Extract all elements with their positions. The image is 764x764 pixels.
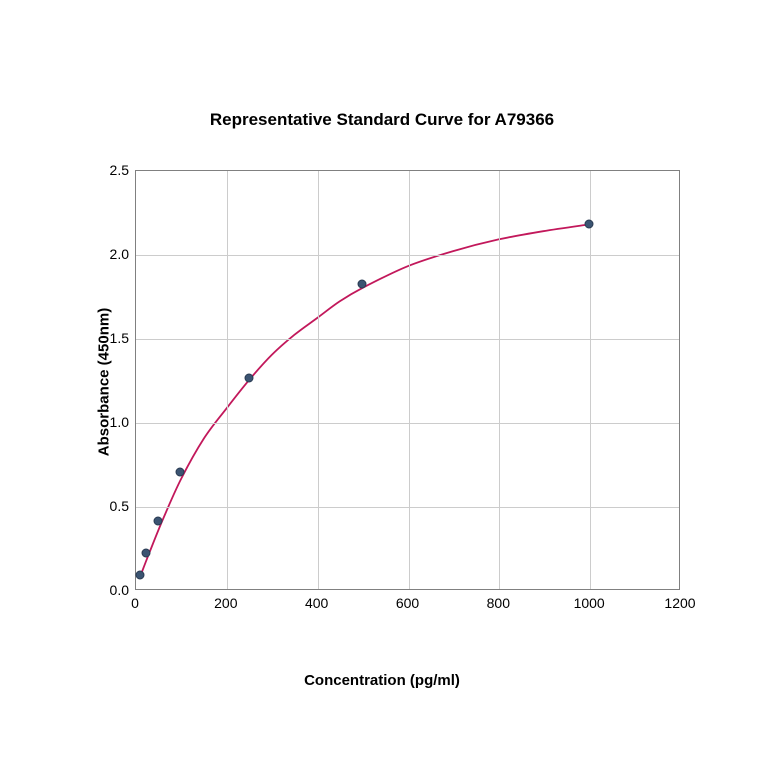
grid-line-horizontal (136, 255, 679, 256)
plot-area (135, 170, 680, 590)
x-tick-label: 600 (396, 595, 419, 611)
x-tick-label: 1000 (574, 595, 605, 611)
x-tick-label: 1200 (664, 595, 695, 611)
data-point (358, 280, 367, 289)
x-tick-label: 800 (487, 595, 510, 611)
grid-line-vertical (409, 171, 410, 589)
y-tick-label: 2.5 (110, 162, 129, 178)
chart-title: Representative Standard Curve for A79366 (0, 110, 764, 130)
data-point (585, 219, 594, 228)
grid-line-horizontal (136, 507, 679, 508)
y-tick-label: 0.5 (110, 498, 129, 514)
grid-line-vertical (318, 171, 319, 589)
data-point (136, 570, 145, 579)
grid-line-vertical (499, 171, 500, 589)
fit-curve (141, 225, 589, 576)
data-point (153, 517, 162, 526)
x-tick-label: 200 (214, 595, 237, 611)
y-tick-label: 1.0 (110, 414, 129, 430)
x-axis-label: Concentration (pg/ml) (0, 672, 764, 689)
grid-line-vertical (590, 171, 591, 589)
data-point (142, 549, 151, 558)
x-tick-label: 400 (305, 595, 328, 611)
x-tick-label: 0 (131, 595, 139, 611)
y-tick-label: 0.0 (110, 582, 129, 598)
grid-line-horizontal (136, 339, 679, 340)
grid-line-horizontal (136, 423, 679, 424)
y-tick-label: 2.0 (110, 246, 129, 262)
data-point (244, 374, 253, 383)
data-point (176, 468, 185, 477)
grid-line-vertical (227, 171, 228, 589)
curve-svg (136, 171, 679, 589)
y-tick-label: 1.5 (110, 330, 129, 346)
